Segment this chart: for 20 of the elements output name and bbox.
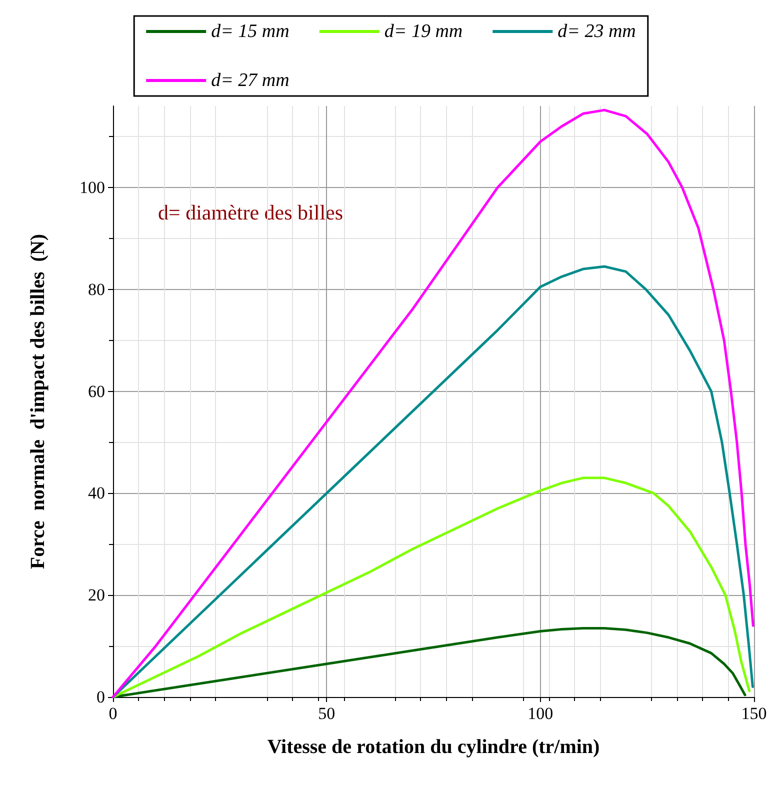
y-tick-label: 100 bbox=[80, 178, 105, 198]
legend-label: d= 27 mm bbox=[211, 70, 290, 91]
line-series bbox=[112, 626, 746, 698]
x-tick-label: 150 bbox=[741, 704, 767, 723]
line-series bbox=[112, 476, 751, 698]
y-tick-label: 0 bbox=[96, 688, 105, 706]
y-tick-label: 40 bbox=[88, 484, 105, 503]
x-tick-label: 50 bbox=[318, 704, 336, 723]
y-tick-label: 80 bbox=[88, 280, 105, 299]
x-tick-label: 100 bbox=[528, 704, 554, 723]
y-tick-label: 60 bbox=[88, 382, 105, 401]
x-axis-title: Vitesse de rotation du cylindre (tr/min) bbox=[267, 736, 600, 758]
annotation: d= diamètre des billes bbox=[158, 200, 344, 224]
legend-label: d= 15 mm bbox=[211, 21, 290, 42]
legend-label: d= 23 mm bbox=[558, 21, 636, 42]
line-series bbox=[112, 108, 754, 698]
x-tick-label: 0 bbox=[108, 704, 118, 723]
y-tick-label: 20 bbox=[88, 586, 105, 605]
legend-label: d= 19 mm bbox=[384, 21, 463, 42]
y-axis-title: Force normale d'impact des billes (N) bbox=[27, 234, 49, 570]
